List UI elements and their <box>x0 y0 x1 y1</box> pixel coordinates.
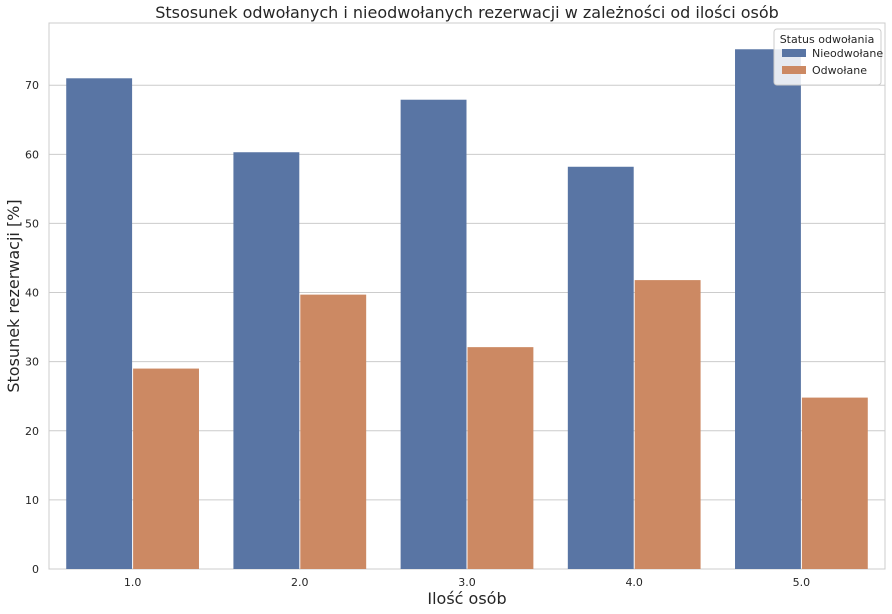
y-tick-label: 20 <box>25 425 39 438</box>
x-tick-label: 2.0 <box>291 576 309 589</box>
y-tick-label: 0 <box>32 563 39 576</box>
x-tick-label: 5.0 <box>793 576 811 589</box>
legend: Status odwołania Nieodwołane Odwołane <box>773 28 883 86</box>
bar-nieodwolane-3 <box>400 99 467 569</box>
chart-title: Stsosunek odwołanych i nieodwołanych rez… <box>155 3 779 22</box>
y-axis-label: Stosunek rezerwacji [%] <box>4 199 23 392</box>
y-tick-label: 30 <box>25 356 39 369</box>
bar-nieodwolane-2 <box>233 152 300 569</box>
legend-label-odwolane: Odwołane <box>812 64 867 77</box>
x-tick-label: 3.0 <box>458 576 476 589</box>
legend-swatch-odwolane <box>782 66 806 74</box>
y-tick-label: 70 <box>25 79 39 92</box>
x-tick-labels: 1.0 2.0 3.0 4.0 5.0 <box>124 576 810 589</box>
x-tick-label: 1.0 <box>124 576 142 589</box>
y-tick-labels: 0 10 20 30 40 50 60 70 <box>25 79 39 576</box>
legend-swatch-nieodwolane <box>782 49 806 57</box>
x-axis-label: Ilość osób <box>427 589 506 608</box>
bar-nieodwolane-1 <box>66 78 133 569</box>
bar-odwolane-4 <box>634 280 701 569</box>
y-tick-label: 50 <box>25 217 39 230</box>
bar-odwolane-3 <box>467 347 534 569</box>
bar-odwolane-1 <box>133 368 199 569</box>
bar-odwolane-5 <box>801 397 868 569</box>
y-tick-label: 60 <box>25 148 39 161</box>
y-tick-label: 10 <box>25 494 39 507</box>
bars <box>66 49 868 569</box>
legend-title: Status odwołania <box>780 33 875 46</box>
x-tick-label: 4.0 <box>625 576 643 589</box>
bar-nieodwolane-4 <box>567 166 634 569</box>
y-tick-label: 40 <box>25 287 39 300</box>
bar-odwolane-2 <box>300 294 367 569</box>
bar-nieodwolane-5 <box>735 49 801 569</box>
legend-label-nieodwolane: Nieodwołane <box>812 47 883 60</box>
